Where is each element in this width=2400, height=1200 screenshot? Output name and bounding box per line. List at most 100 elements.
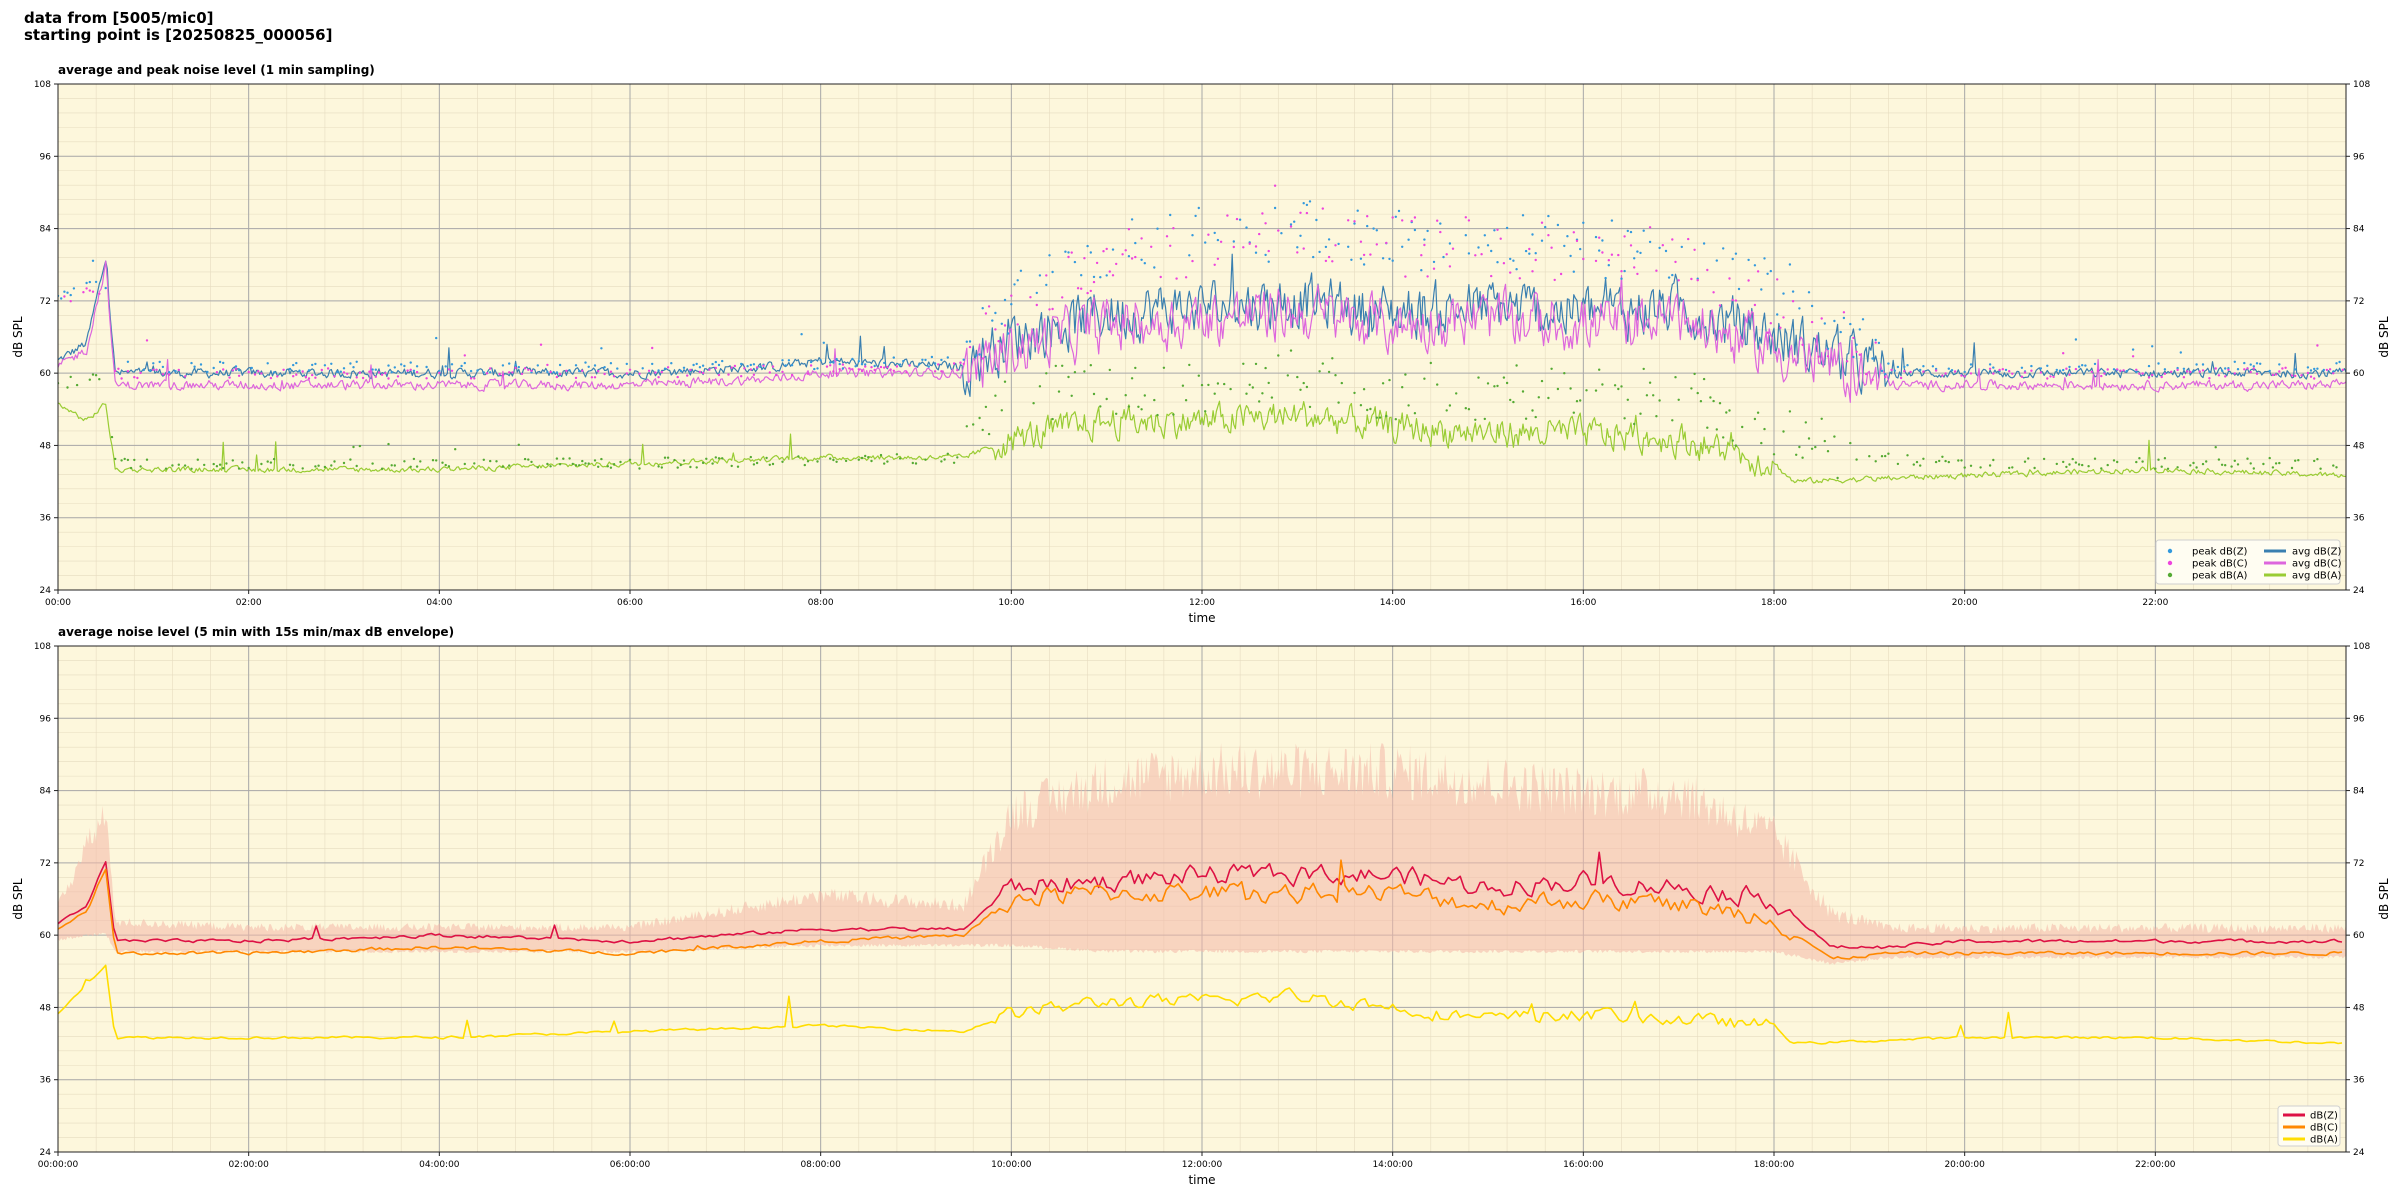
- point-peak-db-c: [994, 328, 997, 331]
- x-tick-label: 02:00: [236, 598, 262, 608]
- point-peak-db-c: [1404, 275, 1407, 278]
- point-peak-db-z: [1884, 372, 1887, 376]
- point-peak-db-z: [546, 370, 549, 374]
- point-peak-db-c: [511, 371, 514, 374]
- point-peak-db-a: [1782, 430, 1785, 433]
- point-peak-db-z: [933, 362, 937, 365]
- point-peak-db-a: [1467, 408, 1471, 411]
- point-peak-db-z: [651, 362, 654, 366]
- point-peak-db-a: [1814, 445, 1817, 449]
- point-peak-db-z: [1496, 261, 1499, 264]
- point-peak-db-c: [1321, 207, 1325, 210]
- point-peak-db-c: [139, 371, 142, 375]
- point-peak-db-z: [2201, 363, 2205, 366]
- point-peak-db-c: [1436, 219, 1439, 222]
- plot-area: [58, 184, 2346, 484]
- point-peak-db-z: [1038, 274, 1042, 277]
- point-peak-db-a: [1207, 383, 1210, 387]
- point-peak-db-c: [730, 366, 733, 369]
- point-peak-db-c: [1324, 259, 1328, 263]
- point-peak-db-c: [1842, 311, 1846, 314]
- point-peak-db-z: [625, 362, 628, 366]
- point-peak-db-c: [883, 366, 886, 369]
- point-peak-db-z: [1105, 274, 1108, 277]
- point-peak-db-c: [2160, 375, 2163, 379]
- point-peak-db-z: [1019, 269, 1023, 272]
- point-peak-db-c: [1089, 289, 1093, 293]
- point-peak-db-a: [66, 386, 69, 389]
- point-peak-db-c: [2208, 377, 2211, 380]
- point-peak-db-c: [380, 373, 384, 376]
- point-peak-db-c: [1534, 258, 1537, 262]
- point-peak-db-c: [2052, 375, 2055, 379]
- point-peak-db-z: [1531, 233, 1534, 236]
- point-peak-db-c: [597, 370, 600, 373]
- point-peak-db-z: [469, 369, 473, 373]
- point-peak-db-z: [1140, 258, 1143, 261]
- point-peak-db-a: [190, 467, 193, 470]
- point-peak-db-c: [2316, 344, 2319, 347]
- point-peak-db-z: [323, 364, 327, 367]
- point-peak-db-c: [962, 362, 965, 366]
- point-peak-db-c: [2325, 368, 2329, 372]
- point-peak-db-c: [838, 368, 841, 371]
- point-peak-db-a: [177, 463, 180, 466]
- point-peak-db-a: [1051, 417, 1054, 421]
- point-peak-db-z: [1302, 202, 1305, 205]
- point-peak-db-a: [1699, 400, 1703, 403]
- point-peak-db-c: [1102, 250, 1105, 253]
- point-peak-db-c: [2278, 370, 2281, 373]
- point-peak-db-z: [425, 365, 428, 369]
- point-peak-db-a: [1658, 399, 1661, 402]
- point-peak-db-z: [829, 361, 832, 364]
- point-peak-db-z: [892, 356, 895, 359]
- point-peak-db-c: [406, 369, 409, 372]
- point-peak-db-a: [987, 432, 991, 436]
- point-peak-db-a: [1369, 407, 1372, 411]
- point-peak-db-a: [803, 463, 806, 467]
- point-peak-db-c: [346, 372, 349, 375]
- point-peak-db-a: [978, 416, 981, 420]
- point-peak-db-a: [1772, 453, 1776, 456]
- point-peak-db-c: [2290, 374, 2294, 377]
- point-peak-db-c: [1375, 243, 1379, 246]
- point-peak-db-a: [342, 461, 346, 465]
- point-peak-db-a: [94, 374, 98, 377]
- point-peak-db-a: [972, 423, 975, 426]
- point-peak-db-z: [1232, 240, 1236, 243]
- point-peak-db-z: [698, 366, 702, 369]
- point-peak-db-a: [1067, 375, 1070, 379]
- point-peak-db-z: [781, 359, 784, 362]
- x-tick-label: 22:00:00: [2135, 1160, 2176, 1170]
- point-peak-db-z: [1007, 332, 1010, 335]
- point-peak-db-a: [1934, 460, 1938, 464]
- point-peak-db-z: [946, 356, 949, 359]
- point-peak-db-a: [1594, 389, 1598, 392]
- point-peak-db-z: [1839, 330, 1842, 334]
- point-peak-db-z: [1130, 218, 1134, 221]
- point-peak-db-z: [854, 365, 857, 368]
- point-peak-db-a: [2042, 457, 2046, 461]
- point-peak-db-z: [1464, 234, 1468, 237]
- point-peak-db-a: [98, 378, 101, 381]
- point-peak-db-c: [501, 374, 505, 377]
- point-peak-db-a: [323, 465, 327, 469]
- point-peak-db-z: [2039, 367, 2043, 370]
- point-peak-db-a: [600, 457, 603, 461]
- point-peak-db-c: [307, 377, 311, 380]
- point-peak-db-z: [1855, 343, 1858, 346]
- point-peak-db-a: [714, 456, 717, 459]
- point-peak-db-z: [237, 369, 241, 372]
- point-peak-db-c: [253, 373, 257, 376]
- point-peak-db-z: [2068, 365, 2071, 369]
- point-peak-db-a: [1061, 364, 1064, 367]
- y-tick-label-right: 108: [2353, 80, 2370, 90]
- point-peak-db-c: [1334, 244, 1337, 247]
- point-peak-db-c: [2011, 372, 2014, 375]
- point-peak-db-a: [358, 444, 362, 448]
- point-peak-db-a: [898, 457, 902, 460]
- point-peak-db-a: [1362, 388, 1366, 391]
- point-peak-db-c: [1385, 241, 1388, 245]
- point-peak-db-z: [670, 362, 673, 365]
- point-peak-db-c: [546, 363, 549, 367]
